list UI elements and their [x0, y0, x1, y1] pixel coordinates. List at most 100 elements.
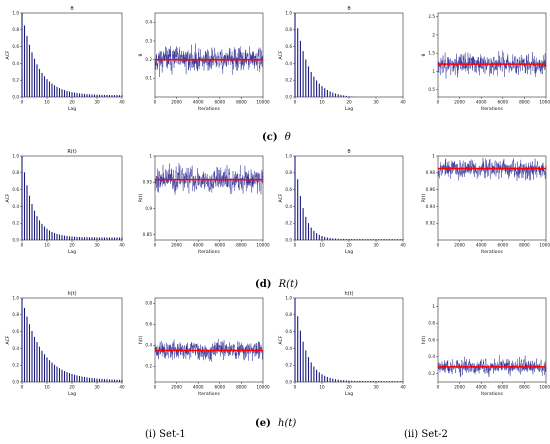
- x-tick-label: 10: [44, 243, 50, 248]
- x-tick-label: 10: [44, 100, 50, 105]
- y-tick-label: 1: [432, 153, 435, 158]
- caption-row-e: (e) h(t): [255, 418, 296, 429]
- x-tick-label: 0: [294, 100, 297, 105]
- y-tick-label: 0.8: [12, 170, 19, 175]
- y-axis-label: ACF: [5, 50, 11, 59]
- x-tick-label: 0: [154, 243, 157, 248]
- x-axis-label: Iterations: [481, 391, 503, 397]
- x-tick-label: 10: [319, 243, 325, 248]
- x-tick-label: 2000: [454, 100, 465, 105]
- x-tick-label: 6000: [214, 243, 225, 248]
- x-tick-label: 20: [69, 385, 75, 390]
- y-tick-label: 1.5: [428, 51, 435, 56]
- chart-e-ii-trace: Iterations h(t) 0 2000 4000 6000 8000 10000 0.2 0…: [421, 297, 550, 397]
- x-tick-label: 10000: [539, 243, 550, 248]
- y-axis-label: h(t): [421, 336, 427, 345]
- x-tick-label: 30: [373, 243, 379, 248]
- y-tick-label: 0.8: [285, 312, 292, 317]
- x-tick-label: 2000: [171, 100, 182, 105]
- x-tick-label: 4000: [476, 243, 487, 248]
- x-tick-label: 10000: [539, 100, 550, 105]
- y-tick-label: 0.6: [428, 337, 435, 342]
- x-tick-label: 2000: [454, 243, 465, 248]
- y-tick-label: 0.6: [12, 44, 19, 49]
- chart-d-ii-acf: θ Lag ACF 0 10 20 30 40 0.0 0.2 0.4 0.6 0.8 1.0: [278, 149, 406, 255]
- x-tick-label: 40: [400, 243, 406, 248]
- trace-line: [154, 338, 264, 362]
- y-tick-label: 0.0: [12, 94, 19, 99]
- trace-line: [154, 163, 264, 195]
- caption-set-2: (ii) Set-2: [404, 429, 448, 440]
- x-tick-label: 30: [94, 243, 100, 248]
- x-tick-label: 40: [400, 100, 406, 105]
- x-tick-label: 0: [21, 243, 24, 248]
- x-axis-label: Iterations: [198, 391, 220, 397]
- x-axis-label: Iterations: [198, 249, 220, 255]
- x-tick-label: 6000: [497, 385, 508, 390]
- panel-title: θ: [70, 6, 73, 12]
- x-tick-label: 4000: [193, 100, 204, 105]
- plot-frame: [437, 12, 547, 98]
- y-tick-label: 1: [149, 153, 152, 158]
- plot-frame: [154, 12, 264, 98]
- panel-title: h(t): [344, 291, 353, 297]
- y-tick-label: 0.2: [145, 364, 152, 369]
- x-tick-label: 20: [346, 243, 352, 248]
- x-tick-label: 10: [44, 385, 50, 390]
- x-tick-label: 4000: [476, 100, 487, 105]
- x-tick-label: 40: [119, 100, 125, 105]
- x-tick-label: 6000: [497, 100, 508, 105]
- y-tick-label: 0.2: [145, 57, 152, 62]
- y-tick-label: 0.4: [428, 354, 435, 359]
- x-tick-label: 8000: [519, 100, 530, 105]
- y-tick-label: 0.98: [426, 170, 436, 175]
- x-tick-label: 0: [154, 385, 157, 390]
- y-axis-label: ACF: [278, 335, 284, 344]
- x-axis-label: Iterations: [481, 249, 503, 255]
- y-tick-label: 0.0: [285, 379, 292, 384]
- chart-d-i-acf: R(t) Lag ACF 0 10 20 30 40 0.0 0.2 0.4 0.6 0.8 1.0: [5, 149, 125, 255]
- panel-title: R(t): [67, 149, 76, 155]
- x-axis-label: Lag: [345, 249, 353, 255]
- x-tick-label: 4000: [476, 385, 487, 390]
- y-tick-label: 0.2: [12, 78, 19, 83]
- x-tick-label: 40: [119, 385, 125, 390]
- x-tick-label: 40: [119, 243, 125, 248]
- x-tick-label: 0: [437, 100, 440, 105]
- x-tick-label: 0: [437, 385, 440, 390]
- y-tick-label: 0.8: [12, 27, 19, 32]
- x-tick-label: 30: [373, 100, 379, 105]
- y-axis-label: ACF: [278, 193, 284, 202]
- y-tick-label: 0.2: [285, 363, 292, 368]
- x-tick-label: 0: [294, 385, 297, 390]
- y-tick-label: 0.0: [285, 237, 292, 242]
- y-tick-label: 0.4: [145, 343, 152, 348]
- x-tick-label: 6000: [497, 243, 508, 248]
- x-tick-label: 8000: [236, 385, 247, 390]
- x-tick-label: 0: [437, 243, 440, 248]
- x-tick-label: 2000: [454, 385, 465, 390]
- x-tick-label: 20: [69, 100, 75, 105]
- y-axis-label: R(t): [421, 194, 427, 203]
- y-tick-label: 0.2: [285, 221, 292, 226]
- panel-title: h(t): [67, 291, 76, 297]
- x-tick-label: 20: [69, 243, 75, 248]
- y-tick-label: 1.0: [12, 295, 19, 300]
- x-tick-label: 30: [94, 100, 100, 105]
- y-tick-label: 1: [432, 69, 435, 74]
- y-tick-label: 0.85: [143, 232, 153, 237]
- x-tick-label: 6000: [214, 385, 225, 390]
- x-tick-label: 8000: [236, 243, 247, 248]
- x-tick-label: 8000: [519, 385, 530, 390]
- y-tick-label: 0.96: [426, 187, 436, 192]
- y-tick-label: 0.3: [145, 38, 152, 43]
- plot-frame: [437, 297, 547, 383]
- y-tick-label: 0.6: [285, 329, 292, 334]
- y-tick-label: 0.94: [426, 204, 436, 209]
- y-tick-label: 0.95: [143, 180, 153, 185]
- y-tick-label: 0.2: [285, 78, 292, 83]
- y-axis-label: h(t): [138, 336, 144, 345]
- chart-c-ii-acf: θ Lag ACF 0 10 20 30 40 0.0 0.2 0.4 0.6 0.8 1.0: [278, 6, 406, 112]
- y-tick-label: 0.4: [12, 346, 19, 351]
